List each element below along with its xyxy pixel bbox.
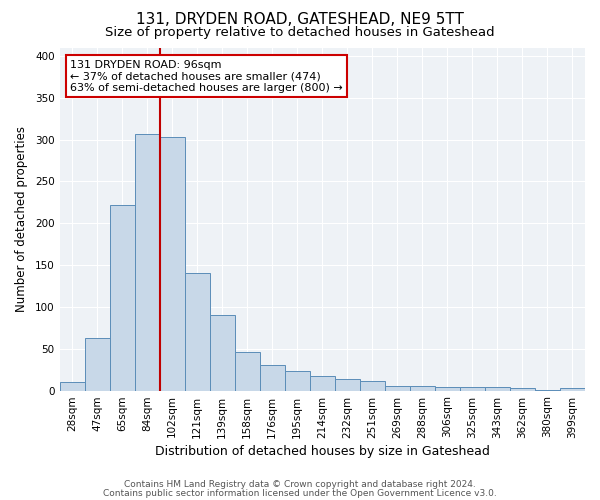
Bar — [385, 386, 410, 390]
Text: 131, DRYDEN ROAD, GATESHEAD, NE9 5TT: 131, DRYDEN ROAD, GATESHEAD, NE9 5TT — [136, 12, 464, 28]
Bar — [59, 382, 85, 390]
Bar — [460, 387, 485, 390]
Bar — [310, 376, 335, 390]
Bar — [410, 386, 435, 390]
Bar — [335, 379, 360, 390]
Bar — [435, 387, 460, 390]
X-axis label: Distribution of detached houses by size in Gateshead: Distribution of detached houses by size … — [155, 444, 490, 458]
Bar — [235, 352, 260, 391]
Bar — [560, 388, 585, 390]
Bar — [185, 274, 209, 390]
Bar — [85, 338, 110, 390]
Bar — [510, 388, 535, 390]
Bar — [110, 205, 134, 390]
Y-axis label: Number of detached properties: Number of detached properties — [15, 126, 28, 312]
Bar — [160, 137, 185, 390]
Text: Size of property relative to detached houses in Gateshead: Size of property relative to detached ho… — [105, 26, 495, 39]
Bar — [209, 316, 235, 390]
Bar — [360, 380, 385, 390]
Bar — [260, 364, 285, 390]
Text: Contains public sector information licensed under the Open Government Licence v3: Contains public sector information licen… — [103, 488, 497, 498]
Bar — [485, 387, 510, 390]
Bar — [285, 372, 310, 390]
Text: Contains HM Land Registry data © Crown copyright and database right 2024.: Contains HM Land Registry data © Crown c… — [124, 480, 476, 489]
Text: 131 DRYDEN ROAD: 96sqm
← 37% of detached houses are smaller (474)
63% of semi-de: 131 DRYDEN ROAD: 96sqm ← 37% of detached… — [70, 60, 343, 92]
Bar — [134, 134, 160, 390]
